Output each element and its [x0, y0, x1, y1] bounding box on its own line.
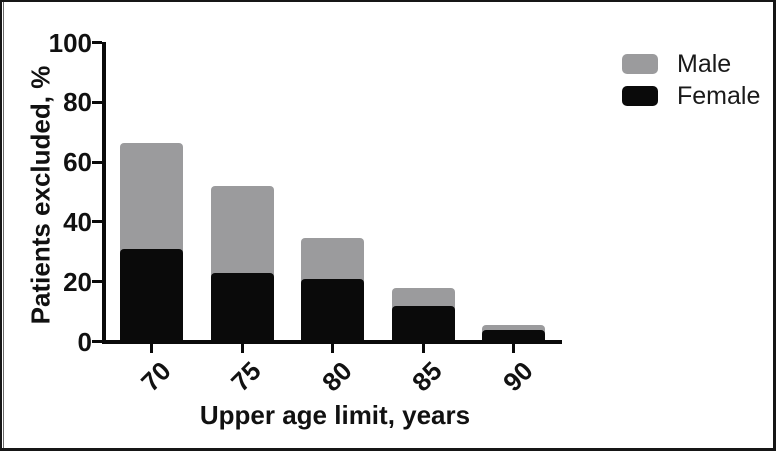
x-tick-label: 80: [315, 355, 358, 398]
bar-female-segment: [482, 329, 545, 342]
legend-label-male: Male: [677, 50, 732, 78]
x-tick-label: 90: [496, 355, 539, 398]
x-tick: [512, 344, 515, 353]
x-tick: [150, 344, 153, 353]
bar-female-segment: [391, 305, 455, 342]
x-axis-line: [102, 340, 562, 344]
y-tick: [92, 220, 102, 224]
legend-label-female: Female: [677, 82, 761, 110]
y-tick: [92, 160, 102, 164]
y-tick-label: 60: [63, 147, 92, 178]
x-tick-label: 85: [406, 355, 448, 398]
y-tick: [92, 280, 102, 284]
y-tick: [92, 100, 102, 104]
x-tick-label: 75: [225, 355, 267, 398]
y-axis-title: Patients excluded, %: [25, 65, 56, 325]
x-tick: [331, 344, 334, 353]
female-color-swatch: [622, 86, 658, 106]
y-tick: [92, 340, 102, 343]
y-axis-line: [102, 42, 106, 344]
y-tick-label: 80: [63, 87, 92, 118]
male-color-swatch: [622, 54, 658, 74]
frame-inner-left-line: [3, 2, 4, 448]
x-tick: [421, 344, 425, 353]
y-tick-label: 40: [63, 206, 92, 237]
bar-female-segment: [301, 278, 364, 342]
x-axis-title: Upper age limit, years: [199, 400, 471, 430]
x-tick-label: 70: [134, 355, 177, 398]
y-tick-label: 100: [48, 27, 92, 58]
legend-item-male: Male: [622, 49, 760, 79]
x-tick: [240, 344, 244, 353]
y-tick-label: 20: [63, 266, 92, 297]
y-tick: [92, 41, 102, 44]
legend-item-female: Female: [622, 81, 760, 111]
bar-female-segment: [120, 248, 183, 342]
legend: Male Female: [622, 49, 760, 113]
bar-female-segment: [210, 272, 274, 342]
y-tick-label: 0: [77, 326, 92, 357]
